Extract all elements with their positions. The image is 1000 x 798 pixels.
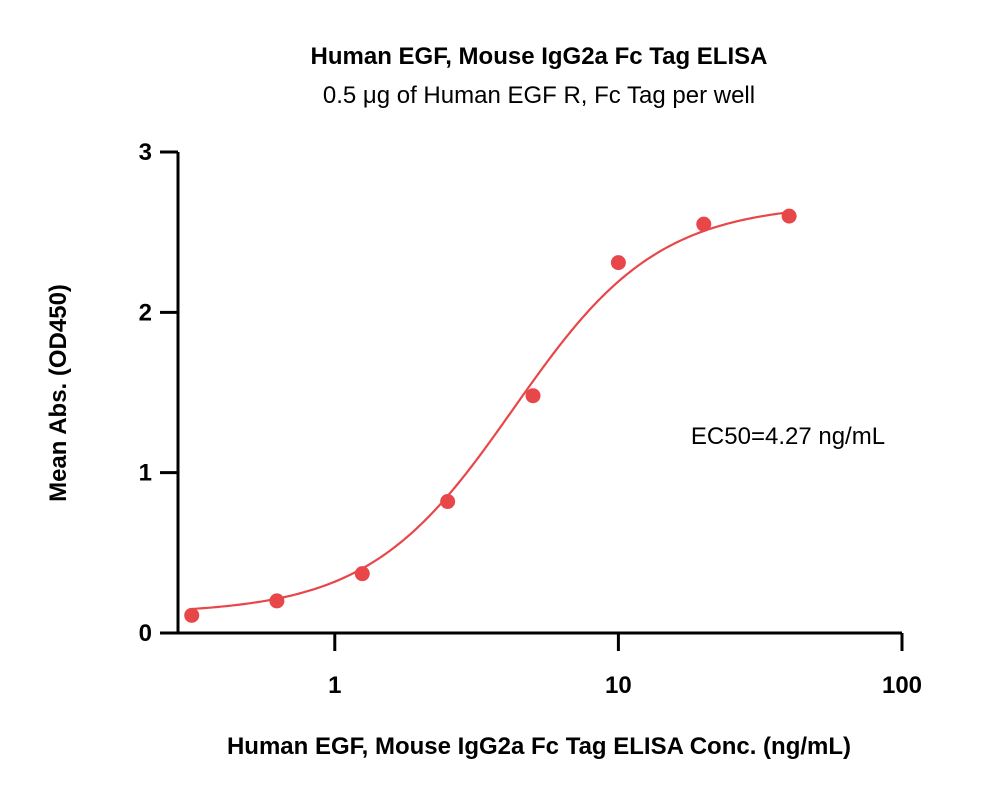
data-points [184,208,797,623]
x-tick-label: 10 [605,672,632,699]
data-point [525,388,541,404]
x-tick-label: 100 [882,672,922,699]
y-ticks: 0 1 2 3 [139,139,178,647]
data-point [696,216,712,232]
y-tick-label: 1 [139,460,152,487]
y-tick-label: 2 [139,299,152,326]
y-tick-label: 0 [139,620,152,647]
chart-subtitle: 0.5 μg of Human EGF R, Fc Tag per well [323,82,755,109]
data-point [440,494,456,510]
x-axis-label: Human EGF, Mouse IgG2a Fc Tag ELISA Conc… [227,733,851,760]
data-point [354,566,370,582]
ec50-annotation: EC50=4.27 ng/mL [691,423,885,450]
data-point [269,593,285,609]
chart-title: Human EGF, Mouse IgG2a Fc Tag ELISA [311,43,768,70]
data-point [184,607,200,623]
y-axis-label: Mean Abs. (OD450) [45,284,72,502]
fit-curve [191,211,790,611]
x-ticks: 1 10 100 [328,633,922,699]
axes: 0 1 2 3 1 10 100 [139,139,922,699]
x-tick-label: 1 [328,672,341,699]
data-point [610,255,626,271]
y-tick-label: 3 [139,139,152,166]
data-point [781,208,797,224]
